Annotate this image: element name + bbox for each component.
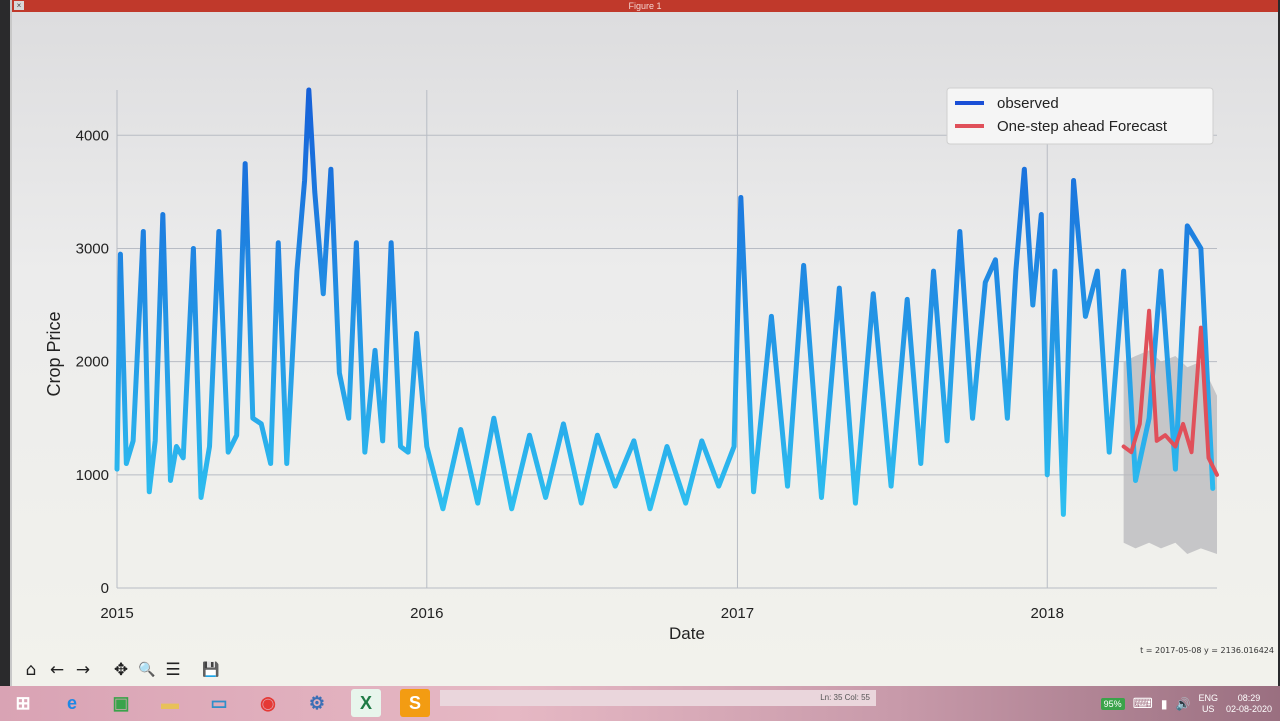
legend: observed One-step ahead Forecast	[946, 87, 1214, 145]
back-arrow-icon[interactable]: ←	[49, 660, 65, 680]
home-icon[interactable]: ⌂	[25, 660, 37, 680]
excel-icon[interactable]: X	[351, 689, 381, 717]
chrome-icon[interactable]: ◉	[260, 692, 276, 713]
x-tick-label: 2016	[410, 605, 443, 622]
language-code: ENG	[1198, 692, 1218, 703]
observed-series-line	[114, 87, 1216, 517]
x-axis-label: Date	[669, 624, 705, 643]
clock-date: 02-08-2020	[1225, 703, 1272, 714]
start-icon[interactable]: ⊞	[15, 692, 31, 713]
battery-indicator[interactable]: 95%	[1100, 697, 1125, 710]
y-tick-label: 2000	[76, 354, 109, 371]
store-icon[interactable]: ▣	[112, 692, 130, 713]
desktop-app-icon[interactable]: ▭	[210, 692, 228, 713]
coordinate-readout: t = 2017-05-08 y = 2136.016424	[1140, 646, 1274, 655]
keyboard-icon[interactable]: ⌨	[1132, 695, 1153, 711]
volume-icon[interactable]: 🔊	[1175, 696, 1191, 711]
y-tick-label: 3000	[76, 240, 109, 257]
zoom-icon[interactable]: 🔍	[138, 662, 156, 678]
forward-arrow-icon[interactable]: →	[75, 660, 91, 680]
x-tick-label: 2018	[1031, 605, 1064, 622]
window-title: Figure 1	[628, 1, 662, 11]
file-explorer-icon[interactable]: ▬	[161, 692, 179, 713]
figure-window: × Figure 1 0 1000 2000 3000 4000 2015 2016 2017…	[10, 0, 1278, 686]
clock[interactable]: 08:29 02-08-2020	[1226, 693, 1272, 715]
forecast-series-line	[1121, 308, 1219, 477]
sublime-text-icon[interactable]: S	[400, 689, 430, 717]
legend-label: observed	[997, 95, 1059, 112]
language-region: US	[1201, 703, 1215, 714]
network-icon[interactable]: ▮	[1160, 696, 1168, 711]
y-tick-label: 1000	[76, 467, 109, 484]
clock-time: 08:29	[1237, 692, 1261, 703]
plot-canvas[interactable]: 0 1000 2000 3000 4000 2015 2016 2017 2018 Date Cro…	[12, 0, 1278, 686]
language-indicator[interactable]: ENG US	[1198, 693, 1218, 715]
x-tick-label: 2015	[100, 605, 133, 622]
x-tick-label: 2017	[721, 605, 754, 622]
editor-status-strip: Ln: 35 Col: 55	[440, 690, 876, 706]
y-tick-label: 0	[101, 580, 109, 597]
internet-explorer-icon[interactable]: e	[66, 692, 77, 713]
y-tick-label: 4000	[76, 127, 109, 144]
window-titlebar: × Figure 1	[12, 0, 1278, 12]
y-axis-label: Crop Price	[44, 311, 64, 396]
pan-icon[interactable]: ✥	[113, 660, 129, 680]
matplotlib-toolbar: ⌂ ← → ✥ 🔍 ☰ 💾	[20, 656, 222, 684]
legend-label: One-step ahead Forecast	[997, 118, 1168, 135]
system-tray: 95% ⌨ ▮ 🔊 ENG US 08:29 02-08-2020	[1100, 686, 1272, 721]
configure-subplots-icon[interactable]: ☰	[165, 660, 181, 680]
save-icon[interactable]: 💾	[202, 662, 220, 678]
python-icon[interactable]: ⚙	[308, 692, 326, 713]
legend-box	[946, 87, 1214, 145]
window-icon[interactable]: ×	[14, 1, 24, 10]
